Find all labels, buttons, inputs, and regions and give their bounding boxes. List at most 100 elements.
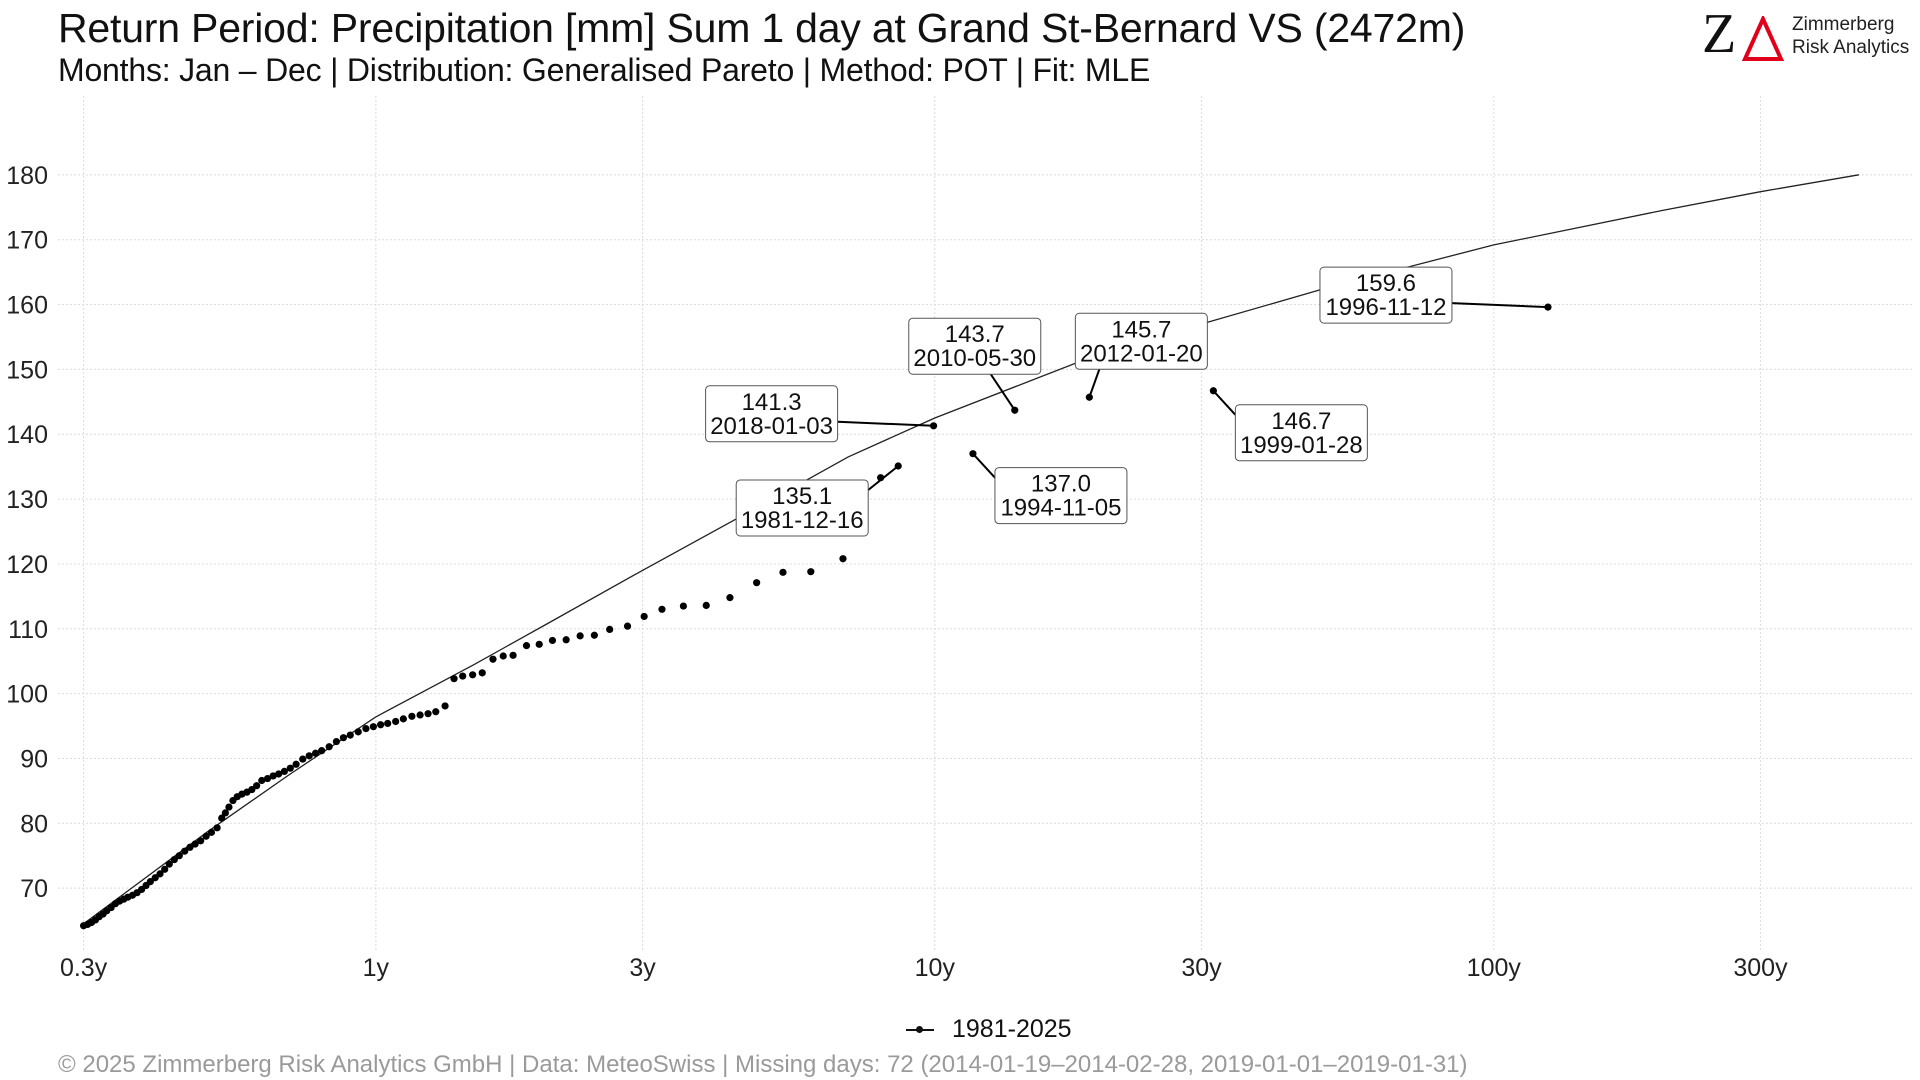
data-point: [424, 710, 432, 718]
y-tick-label: 150: [6, 356, 48, 384]
data-point: [679, 602, 688, 610]
data-point: [263, 774, 272, 783]
company-logo: Z Zimmerberg Risk Analytics: [1702, 4, 1912, 64]
data-point: [318, 747, 326, 755]
data-point: [392, 717, 400, 726]
annotation-value: 137.0: [1031, 471, 1091, 498]
data-point: [253, 782, 261, 790]
data-point: [332, 737, 340, 746]
data-point: [499, 652, 507, 660]
data-point: [459, 672, 467, 680]
data-point: [339, 734, 348, 742]
page-subtitle: Months: Jan – Dec | Distribution: Genera…: [58, 52, 1151, 88]
data-point: [191, 840, 199, 848]
data-point: [161, 865, 169, 873]
data-point: [576, 632, 584, 640]
data-point: [702, 601, 710, 610]
data-point: [292, 760, 300, 768]
data-point: [726, 594, 734, 602]
annotation-value: 143.7: [945, 321, 1005, 348]
data-point: [839, 555, 847, 563]
y-tick-label: 110: [8, 616, 48, 644]
data-point: [221, 809, 229, 817]
y-tick-label: 80: [20, 810, 48, 838]
data-point: [522, 642, 531, 650]
data-point: [197, 837, 205, 845]
annotation-box: [705, 385, 839, 443]
data-point: [165, 860, 173, 868]
data-point: [489, 655, 497, 663]
data-point: [408, 712, 416, 720]
logo-mark: Z: [1702, 3, 1737, 65]
x-tick-label: 0.3y: [60, 954, 108, 982]
data-point: [258, 776, 266, 785]
grid: [58, 96, 1912, 950]
data-point: [202, 832, 210, 840]
data-point: [325, 743, 333, 751]
data-point: [311, 749, 320, 757]
data-point: [535, 640, 543, 648]
data-point: [213, 824, 221, 832]
data-point: [275, 770, 283, 778]
x-tick-label: 300y: [1733, 954, 1788, 982]
y-tick-label: 140: [6, 421, 48, 449]
delta-logo-icon: [1742, 16, 1784, 61]
annotation-date: 2010-05-30: [913, 345, 1036, 372]
data-point: [384, 719, 392, 728]
annotation-leader-line: [1451, 302, 1548, 309]
x-tick-label: 100y: [1467, 954, 1522, 982]
data-point: [269, 772, 277, 780]
x-tick-label: 30y: [1181, 954, 1222, 982]
annotation-box: [1234, 404, 1368, 462]
data-point: [807, 568, 815, 576]
annotation-date: 1994-11-05: [1000, 495, 1121, 522]
y-tick-label: 120: [6, 551, 48, 579]
y-tick-label: 180: [6, 162, 48, 190]
data-point: [346, 731, 354, 739]
data-point: [299, 755, 307, 763]
data-point: [218, 814, 226, 822]
fit-curve-layer: [83, 174, 1860, 925]
data-point: [170, 855, 178, 864]
annotation-leader-line: [989, 373, 1016, 411]
data-point: [416, 711, 424, 719]
data-point: [354, 728, 362, 736]
data-point: [151, 874, 159, 882]
annotation-date: 2018-01-03: [710, 413, 833, 440]
annotation-date: 2012-01-20: [1080, 340, 1203, 367]
data-point: [432, 708, 440, 716]
axes: 70 80 90 100 110 120 130 140 150 160 170 180 0.3y 1y 3…: [6, 162, 1788, 982]
data-point: [658, 605, 666, 613]
data-point: [623, 622, 632, 630]
annotated-data-point: [930, 422, 938, 430]
data-point: [509, 651, 517, 659]
data-point: [753, 579, 761, 587]
footer-credit: © 2025 Zimmerberg Risk Analytics GmbH | …: [58, 1051, 1468, 1078]
annotation-value: 159.6: [1356, 270, 1416, 297]
logo-name: Zimmerberg: [1792, 14, 1895, 35]
annotation-value: 145.7: [1111, 316, 1171, 343]
annotation-value: 141.3: [742, 389, 802, 416]
annotation-box: [735, 479, 869, 537]
annotation-value: 135.1: [772, 483, 832, 510]
data-point: [441, 702, 449, 710]
data-point: [590, 631, 598, 639]
annotation-leader-line: [1088, 368, 1101, 398]
x-tick-label: 1y: [363, 954, 390, 982]
data-point: [562, 636, 570, 644]
annotation-date: 1981-12-16: [741, 507, 864, 534]
annotation-box: [1319, 266, 1453, 324]
annotation-date: 1999-01-28: [1240, 432, 1363, 459]
annotation-leader-line: [1212, 390, 1237, 416]
data-point: [640, 612, 648, 621]
x-tick-label: 3y: [629, 954, 656, 982]
annotation-value: 146.7: [1271, 408, 1331, 435]
y-tick-label: 130: [6, 486, 48, 514]
data-point: [207, 828, 216, 836]
annotation-leader-line: [837, 420, 934, 427]
data-point: [175, 852, 183, 860]
data-point: [286, 764, 294, 772]
logo-subtitle: Risk Analytics: [1792, 37, 1910, 58]
legend-dot-icon: [916, 1026, 923, 1033]
